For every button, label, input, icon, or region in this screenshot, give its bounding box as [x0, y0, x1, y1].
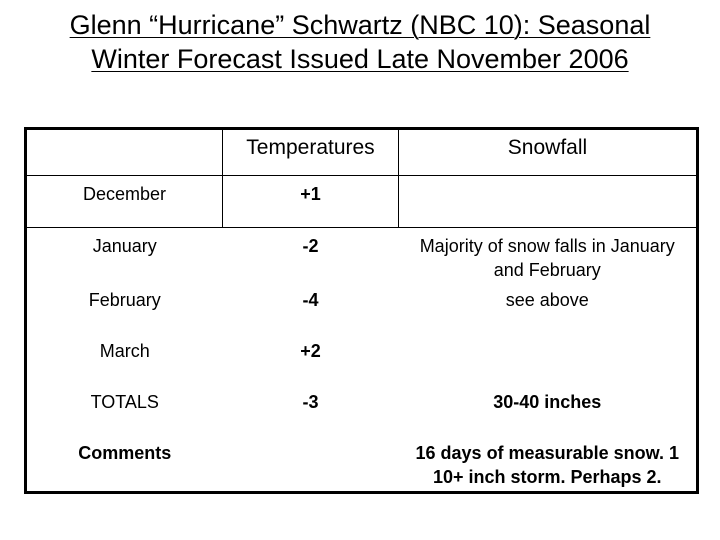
header-cell: Temperatures: [222, 128, 399, 176]
row: Comments 16 days of measurable snow. 1 1…: [26, 435, 698, 493]
snowfall-cell: Majority of snow falls in January and Fe…: [419, 236, 675, 280]
row: March +2: [26, 333, 698, 384]
snowfall-cell: 16 days of measurable snow. 1 10+ inch s…: [415, 443, 679, 487]
row-label: TOTALS: [90, 392, 159, 412]
temperature-cell: -3: [302, 392, 319, 412]
snowfall-cell: see above: [505, 290, 589, 310]
header-cell: Snowfall: [398, 128, 698, 176]
row-label: December: [25, 175, 223, 228]
snowfall-cell: [398, 175, 698, 228]
temperature-cell: [223, 435, 399, 493]
row: December +1: [25, 175, 698, 228]
row-label: March: [99, 341, 150, 361]
snowfall-cell: 30-40 inches: [493, 392, 602, 412]
temperature-cell: +2: [300, 341, 321, 361]
temperature-cell: -2: [302, 236, 319, 256]
row: January -2 Majority of snow falls in Jan…: [26, 228, 698, 283]
row-label: Comments: [78, 443, 172, 463]
row-label: February: [88, 290, 161, 310]
title-line: Winter Forecast Issued Late November 200…: [91, 44, 629, 74]
forecast-table: Temperatures Snowfall December +1 Januar…: [24, 127, 699, 494]
row: February -4 see above: [26, 282, 698, 333]
snowfall-cell: [399, 333, 698, 384]
row: TOTALS -3 30-40 inches: [26, 384, 698, 435]
header-cell: [25, 128, 223, 176]
temperature-cell: -4: [302, 290, 319, 310]
slide-title: Glenn “Hurricane” Schwartz (NBC 10): Sea…: [0, 8, 720, 76]
title-line: Glenn “Hurricane” Schwartz (NBC 10): Sea…: [69, 10, 651, 40]
row-label: January: [92, 236, 157, 256]
header-row: Temperatures Snowfall: [25, 128, 698, 176]
temperature-cell: +1: [222, 175, 399, 228]
